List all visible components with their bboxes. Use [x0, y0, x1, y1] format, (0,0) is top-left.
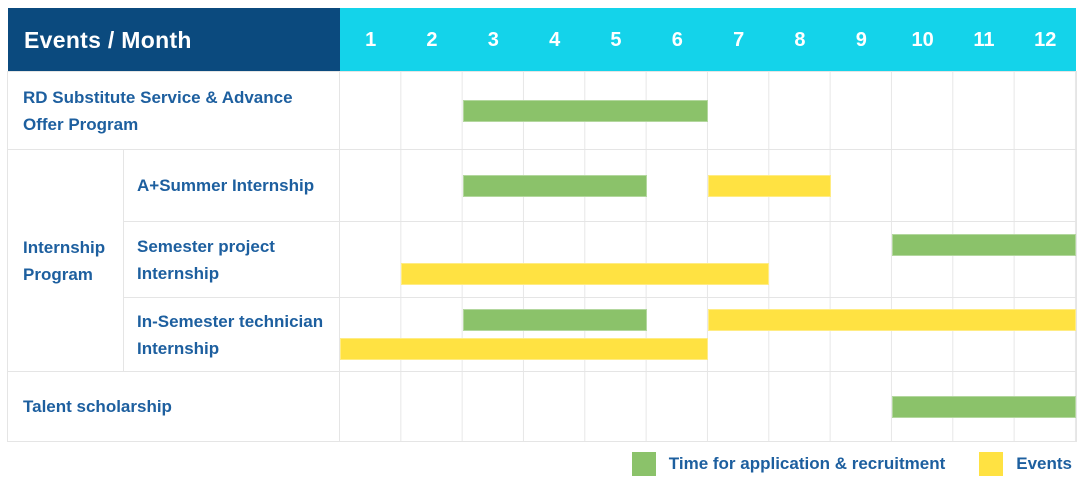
month-header-2: 2 — [426, 28, 438, 51]
legend-item-events: Events — [979, 452, 1072, 476]
row-label-cell: A+Summer Internship — [124, 150, 340, 221]
gantt-bar-application — [462, 174, 647, 197]
row-talent-scholarship: Talent scholarship — [8, 371, 1076, 441]
yellow-swatch-icon — [979, 452, 1004, 476]
gantt-track — [340, 372, 1076, 441]
group-subrows: A+Summer Internship Semester project Int… — [124, 150, 1076, 371]
events-month-title: Events / Month — [24, 26, 192, 53]
gantt-track — [340, 72, 1076, 149]
month-header-9: 9 — [855, 28, 867, 51]
gantt-track — [340, 222, 1076, 297]
legend: Time for application & recruitment Event… — [631, 452, 1072, 476]
month-header-10: 10 — [911, 28, 934, 51]
row-label-cell: In-Semester technician Internship — [124, 298, 340, 371]
gantt-lane — [340, 395, 1076, 418]
month-header-7: 7 — [733, 28, 745, 51]
row-label: RD Substitute Service & Advance Offer Pr… — [23, 87, 293, 134]
month-header-strip: 1 2 3 4 5 6 7 8 9 10 11 12 — [340, 8, 1076, 72]
row-rd-substitute: RD Substitute Service & Advance Offer Pr… — [8, 72, 1076, 149]
row-label-cell: Talent scholarship — [8, 372, 340, 441]
table-header-row: Events / Month 1 2 3 4 5 6 7 8 9 10 11 12 — [8, 8, 1076, 72]
gantt-lane — [340, 174, 1076, 197]
row-label: A+Summer Internship — [137, 176, 315, 195]
legend-item-application: Time for application & recruitment — [631, 452, 946, 476]
gantt-lane — [340, 263, 1076, 285]
month-header-4: 4 — [549, 28, 561, 51]
gantt-bar-events — [340, 338, 708, 360]
events-month-table: Events / Month 1 2 3 4 5 6 7 8 9 10 11 12 RD Substi… — [8, 8, 1076, 441]
gantt-lane — [340, 234, 1076, 256]
gantt-track — [340, 298, 1076, 371]
gantt-bar-application — [892, 395, 1076, 418]
group-label-cell: Internship Program — [8, 150, 124, 371]
gantt-track — [340, 150, 1076, 221]
gantt-bar-application — [892, 234, 1076, 256]
month-header-1: 1 — [365, 28, 377, 51]
month-header-5: 5 — [610, 28, 622, 51]
gantt-bar-events — [708, 309, 1076, 331]
row-in-semester-technician-internship: In-Semester technician Internship — [124, 297, 1076, 371]
gantt-lane — [340, 338, 1076, 360]
row-label: Talent scholarship — [23, 397, 172, 416]
events-month-corner-cell: Events / Month — [8, 8, 340, 72]
row-semester-project-internship: Semester project Internship — [124, 221, 1076, 297]
row-label: Semester project Internship — [137, 236, 275, 283]
green-swatch-icon — [631, 452, 656, 476]
row-a-summer-internship: A+Summer Internship — [124, 150, 1076, 221]
row-label: In-Semester technician Internship — [137, 311, 324, 358]
group-label: Internship Program — [23, 237, 106, 284]
month-header-11: 11 — [973, 28, 995, 51]
gantt-bar-events — [708, 174, 831, 197]
legend-label: Events — [1016, 454, 1072, 473]
month-header-3: 3 — [487, 28, 499, 51]
month-header-6: 6 — [671, 28, 683, 51]
gantt-lane — [340, 99, 1076, 122]
gantt-bar-application — [462, 309, 647, 331]
legend-label: Time for application & recruitment — [668, 454, 946, 473]
table-body: RD Substitute Service & Advance Offer Pr… — [8, 72, 1076, 441]
month-header-12: 12 — [1034, 28, 1057, 51]
gantt-bar-application — [462, 99, 708, 122]
month-header-8: 8 — [794, 28, 806, 51]
gantt-lane — [340, 309, 1076, 331]
internship-program-group: Internship Program A+Summer Internship S… — [8, 149, 1076, 371]
row-label-cell: RD Substitute Service & Advance Offer Pr… — [8, 72, 340, 149]
row-label-cell: Semester project Internship — [124, 222, 340, 297]
gantt-bar-events — [401, 263, 770, 285]
